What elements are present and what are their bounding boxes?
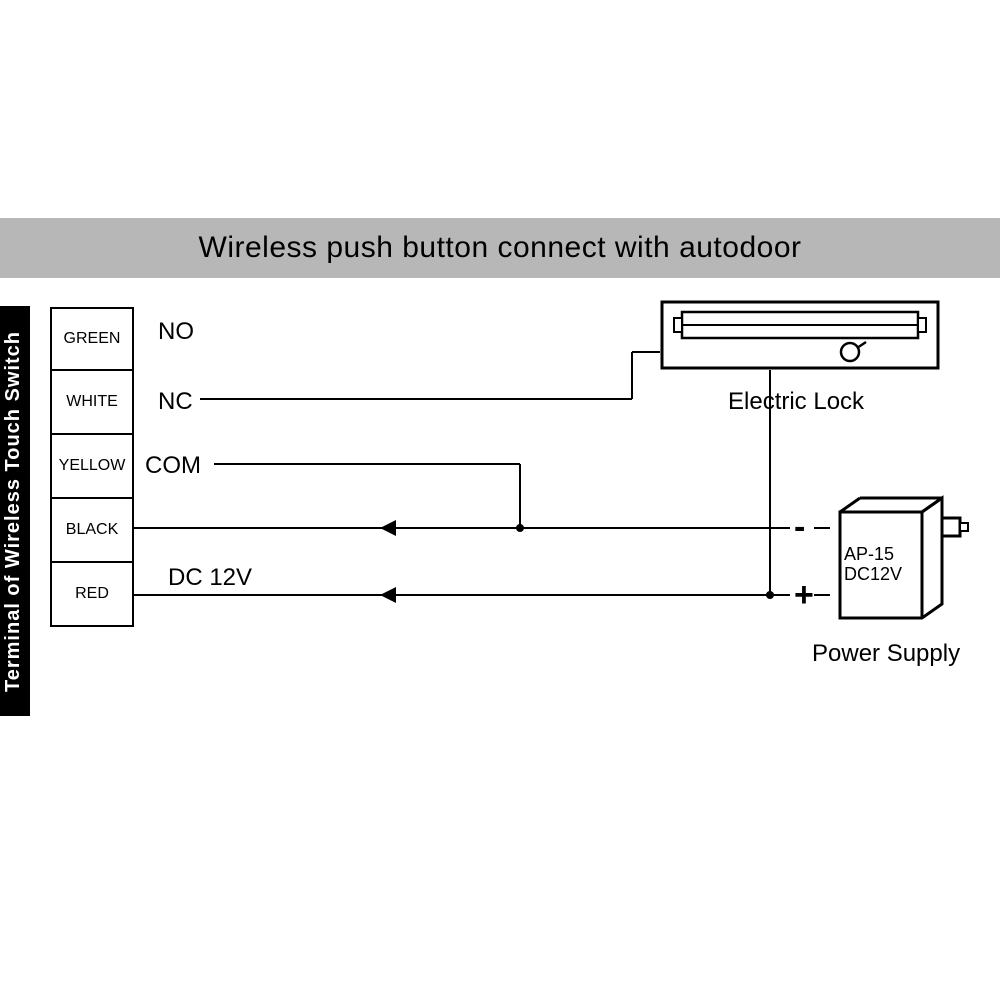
terminal-red: RED [50,563,134,627]
terminal-green: GREEN [50,307,134,371]
power-supply-label: Power Supply [812,640,960,668]
terminal-label-com: COM [145,452,201,480]
terminal-label-nc: NC [158,388,193,416]
junction-dot [516,524,524,532]
power-supply-icon: AP-15 DC12V [830,500,932,622]
terminal-yellow: YELLOW [50,435,134,499]
terminal-label-no: NO [158,318,194,346]
wire [519,464,521,528]
wire [631,352,633,399]
wire [632,351,660,353]
minus-sign: - [794,508,805,547]
plus-sign: + [794,576,814,615]
psu-text2: DC12V [844,564,902,584]
terminal-white: WHITE [50,371,134,435]
electric-lock-label: Electric Lock [728,388,864,416]
wire [200,398,632,400]
wire [814,594,830,596]
wire [814,527,830,529]
arrow-icon [380,587,396,603]
electric-lock-icon [660,300,940,370]
title-bar: Wireless push button connect with autodo… [0,218,1000,278]
psu-text1: AP-15 [844,544,894,564]
wire [134,594,790,596]
dc-12v-label: DC 12V [168,564,252,592]
wire [769,370,771,595]
terminal-black: BLACK [50,499,134,563]
arrow-icon [380,520,396,536]
vertical-terminal-label: Terminal of Wireless Touch Switch [0,306,30,716]
wire [134,527,790,529]
junction-dot [766,591,774,599]
wire [214,463,520,465]
